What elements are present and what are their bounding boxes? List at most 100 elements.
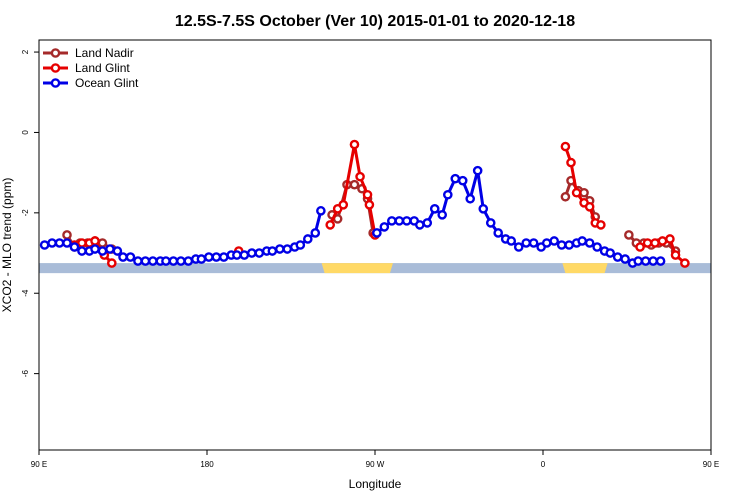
y-tick-label: -2 — [21, 209, 30, 217]
series-2-point — [140, 256, 151, 266]
series-2-point — [232, 250, 242, 260]
series-2-point — [584, 238, 595, 248]
series-1-point — [77, 238, 87, 248]
x-tick-label: 90 E — [703, 460, 719, 469]
series-2-point — [465, 193, 476, 204]
legend-marker — [50, 48, 61, 58]
series-0-point — [560, 191, 571, 202]
series-2-point — [493, 228, 504, 238]
series-2-point — [472, 165, 483, 176]
series-1-point — [657, 236, 668, 246]
land-band-0 — [321, 263, 393, 274]
x-tick-label: 90 W — [366, 460, 385, 469]
series-2-point — [267, 246, 278, 256]
series-1-point — [338, 200, 349, 210]
series-2-point — [62, 238, 72, 248]
series-1-point — [665, 234, 675, 244]
series-1-point — [650, 238, 660, 248]
series-1 — [69, 139, 690, 268]
series-2-point — [302, 234, 313, 244]
series-2-point — [295, 240, 306, 250]
series-2-point — [211, 252, 222, 262]
series-2-point — [125, 252, 136, 262]
series-2-point — [316, 206, 326, 216]
legend-label: Land Glint — [75, 61, 130, 75]
series-2-point — [655, 256, 666, 266]
series-2-point — [372, 228, 382, 238]
y-axis-label: XCO2 - MLO trend (ppm) — [0, 178, 14, 313]
chart-title: 12.5S-7.5S October (Ver 10) 2015-01-01 t… — [175, 13, 575, 30]
series-1-point — [364, 200, 375, 210]
y-tick-label: -4 — [21, 289, 30, 297]
series-2-point — [254, 248, 265, 258]
series-2-point — [549, 236, 560, 246]
series-2-point — [401, 216, 412, 226]
series-2-point — [605, 248, 616, 258]
series-2-point — [577, 236, 588, 246]
y-tick-label: -6 — [21, 370, 30, 378]
series-2-point — [161, 256, 171, 266]
series-2-point — [196, 254, 207, 264]
series-2-point — [112, 246, 123, 256]
series-2-point — [239, 250, 250, 260]
land-ocean-band — [39, 263, 711, 274]
series-1-point — [349, 139, 360, 150]
series-2-point — [478, 204, 489, 214]
y-tick-label: 2 — [21, 49, 30, 54]
legend-label: Land Nadir — [75, 46, 134, 60]
series-1-point — [596, 220, 606, 230]
series-2-point — [592, 242, 602, 252]
series-1-point — [635, 242, 645, 252]
series-1-point — [566, 157, 576, 168]
series-1-point — [362, 189, 373, 200]
series-2-point — [97, 246, 108, 256]
series-2-point — [457, 175, 468, 186]
series-2 — [39, 165, 666, 268]
legend-marker — [50, 63, 61, 73]
series-1-point — [560, 141, 571, 152]
series-2-point — [640, 256, 651, 266]
land-band-1 — [562, 263, 608, 274]
series-2-point — [541, 238, 552, 248]
series-1-point — [571, 187, 582, 198]
series-2-point — [513, 242, 524, 252]
series-0-point — [62, 230, 72, 240]
series-2-point — [528, 238, 539, 248]
legend-marker — [50, 78, 61, 88]
series-2-point — [204, 252, 214, 262]
series-1-point — [325, 220, 336, 230]
series-2-point — [77, 246, 87, 256]
series-2-point — [282, 244, 293, 254]
series-2-point — [556, 240, 567, 250]
series-1-point — [584, 202, 595, 212]
series-2-point — [521, 238, 532, 248]
y-axis: 2 0 -2 -4 -6 — [21, 49, 39, 377]
series-2-point — [450, 173, 461, 184]
series-2-point — [422, 218, 433, 228]
y-tick-label: 0 — [21, 130, 30, 135]
x-axis-label: Longitude — [349, 477, 402, 491]
series-2-point — [648, 256, 658, 266]
x-tick-label: 90 E — [31, 460, 47, 469]
series-2-point — [506, 236, 517, 246]
series-2-point — [39, 240, 50, 250]
series-2-point — [183, 256, 194, 266]
series-2-point — [379, 222, 390, 232]
series-1-point — [680, 258, 690, 268]
series-2-point — [90, 244, 100, 254]
series-2-point — [176, 256, 186, 266]
series-1-point — [90, 236, 100, 246]
series-2-point — [620, 254, 630, 264]
series-0-point — [97, 238, 108, 248]
series-2-point — [118, 252, 128, 262]
series-2-point — [69, 242, 80, 252]
series-2-point — [633, 256, 644, 266]
series-2-point — [168, 256, 179, 266]
series-2-point — [148, 256, 158, 266]
series-1-point — [642, 238, 653, 248]
series-2-point — [54, 238, 65, 248]
x-axis: 90 E 180 90 W 0 90 E — [31, 450, 719, 469]
series-2-point — [274, 244, 285, 254]
series-0-point — [349, 179, 360, 190]
